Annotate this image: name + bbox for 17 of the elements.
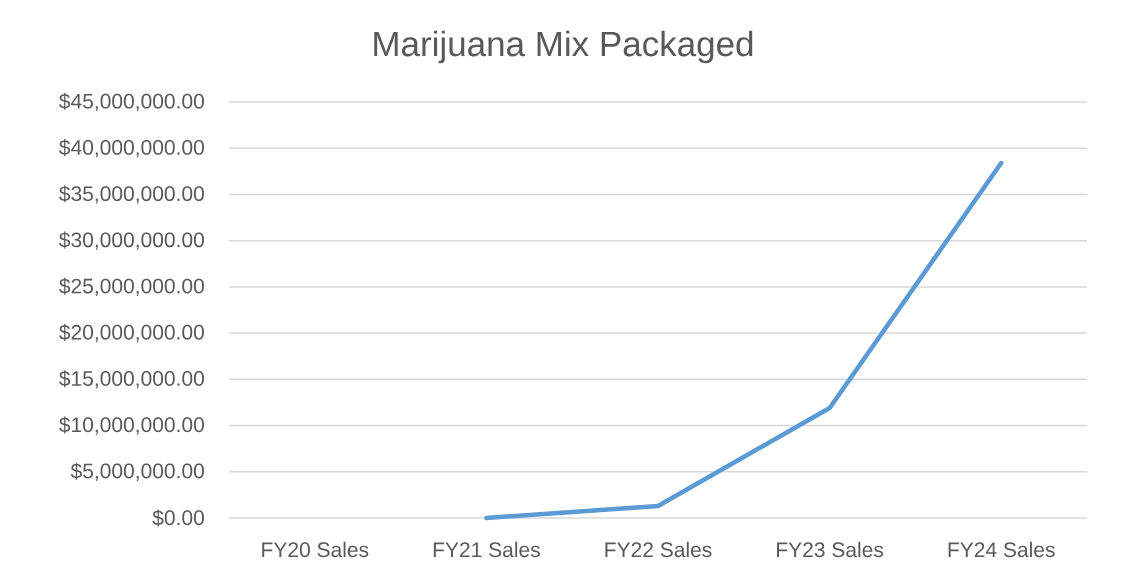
y-tick-label: $5,000,000.00 — [70, 462, 204, 481]
x-tick-label: FY20 Sales — [262, 541, 369, 558]
y-tick-label: $40,000,000.00 — [59, 139, 204, 158]
line-series — [484, 160, 1004, 521]
x-tick-label: FY21 Sales — [433, 541, 540, 558]
y-tick-label: $20,000,000.00 — [59, 323, 204, 343]
y-tick-label: $45,000,000.00 — [59, 92, 204, 112]
y-tick-label: $25,000,000.00 — [59, 277, 204, 296]
x-tick-label: FY24 Sales — [948, 541, 1055, 558]
y-tick-label: $30,000,000.00 — [59, 231, 204, 250]
x-tick-label: FY23 Sales — [777, 541, 884, 558]
x-tick-label: FY22 Sales — [605, 541, 712, 558]
y-tick-label: $0.00 — [152, 509, 204, 527]
y-tick-label: $35,000,000.00 — [59, 185, 204, 204]
chart-title: Marijuana Mix Packaged — [374, 30, 753, 64]
y-tick-label: $10,000,000.00 — [59, 416, 204, 435]
y-tick-label: $15,000,000.00 — [59, 370, 204, 389]
